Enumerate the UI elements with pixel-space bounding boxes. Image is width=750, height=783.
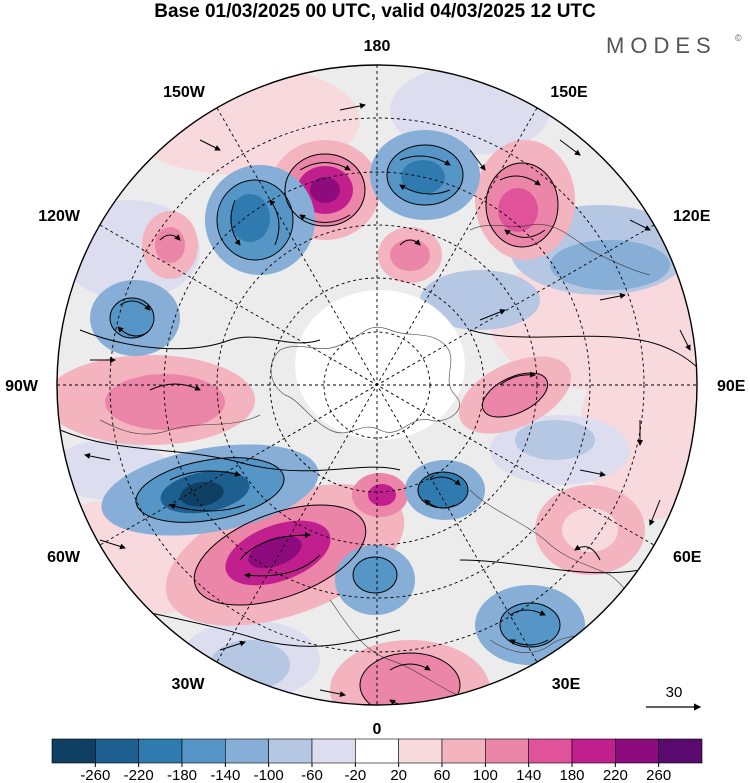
longitude-label-150e: 150E [550,84,588,101]
colorbar-tick-label: -140 [210,767,240,783]
colorbar-tick-label: 220 [603,767,628,783]
reference-vector-label: 30 [666,684,683,701]
colorbar-swatch [138,738,183,764]
brand-copyright-mark: © [735,33,742,43]
colorbar-swatch [528,738,573,764]
longitude-label-30e: 30E [552,676,581,693]
colorbar-swatch [268,738,313,764]
colorbar-swatch [95,738,139,764]
longitude-label-180: 180 [364,38,391,55]
colorbar-swatch [181,738,226,764]
colorbar-swatch [225,738,269,764]
colorbar-tick-label: 100 [473,767,498,783]
brand-logo: MODES [606,33,717,58]
anomaly-field [57,65,697,705]
reference-vector: 30 [646,684,702,711]
longitude-label-30w: 30W [172,676,206,693]
colorbar-swatch [51,738,96,764]
longitude-label-150w: 150W [163,84,206,101]
colorbar-tick-label: -100 [254,767,284,783]
colorbar-swatch [398,738,443,764]
colorbar-tick-label: 20 [390,767,407,783]
colorbar-tick-label: 260 [646,767,671,783]
longitude-label-90e: 90E [717,378,746,395]
colorbar-swatch [311,738,356,764]
colorbar: -260 -220 -180 -140 -100 -60 -20 20 60 100 140 180 2… [51,738,703,783]
colorbar-swatch [615,738,659,764]
colorbar-swatch [441,738,486,764]
longitude-label-120e: 120E [673,208,711,225]
colorbar-swatch [355,738,399,764]
colorbar-tick-label: -20 [344,767,366,783]
colorbar-tick-label: -180 [167,767,197,783]
colorbar-tick-label: -60 [301,767,323,783]
map-boundary [56,64,698,706]
colorbar-swatch [485,738,529,764]
colorbar-tick-label: -220 [124,767,154,783]
page-title: Base 01/03/2025 00 UTC, valid 04/03/2025… [154,1,596,22]
longitude-label-0: 0 [373,721,382,738]
colorbar-tick-label: 140 [516,767,541,783]
colorbar-tick-label: -260 [80,767,110,783]
colorbar-swatch [571,738,616,764]
longitude-label-90w: 90W [5,378,39,395]
colorbar-tick-label: 180 [559,767,584,783]
longitude-label-60w: 60W [47,549,81,566]
longitude-label-120w: 120W [38,208,81,225]
colorbar-swatch [658,738,703,764]
longitude-label-60e: 60E [673,549,702,566]
colorbar-tick-label: 60 [434,767,451,783]
